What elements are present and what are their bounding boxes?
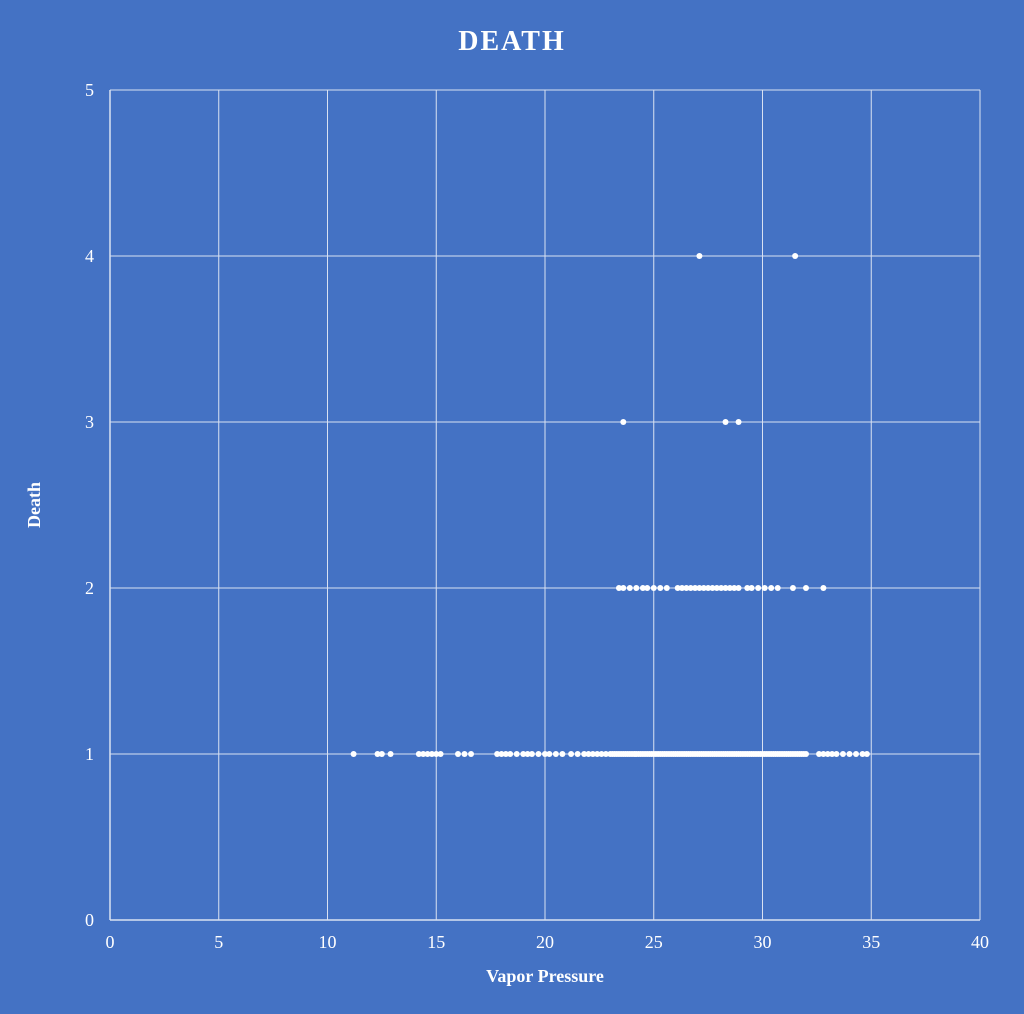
x-tick-label: 20 xyxy=(536,932,554,952)
x-tick-label: 25 xyxy=(645,932,663,952)
x-tick-label: 35 xyxy=(862,932,880,952)
x-tick-label: 40 xyxy=(971,932,989,952)
y-tick-label: 2 xyxy=(85,578,94,598)
y-tick-label: 4 xyxy=(85,246,94,266)
y-tick-label: 0 xyxy=(85,910,94,930)
x-axis-label: Vapor Pressure xyxy=(486,966,604,986)
y-tick-label: 1 xyxy=(85,744,94,764)
chart-title: DEATH xyxy=(458,26,566,57)
x-tick-label: 30 xyxy=(754,932,772,952)
x-tick-label: 5 xyxy=(214,932,223,952)
x-tick-label: 15 xyxy=(427,932,445,952)
y-tick-label: 3 xyxy=(85,412,94,432)
scatter-chart: 0 5 10 15 20 25 30 35 40 0 1 2 3 4 5 DEATH Vapor Pressur… xyxy=(0,0,1024,1014)
x-tick-label: 0 xyxy=(106,932,115,952)
y-tick-label: 5 xyxy=(85,80,94,100)
y-axis-label: Death xyxy=(24,482,44,528)
x-tick-label: 10 xyxy=(319,932,337,952)
